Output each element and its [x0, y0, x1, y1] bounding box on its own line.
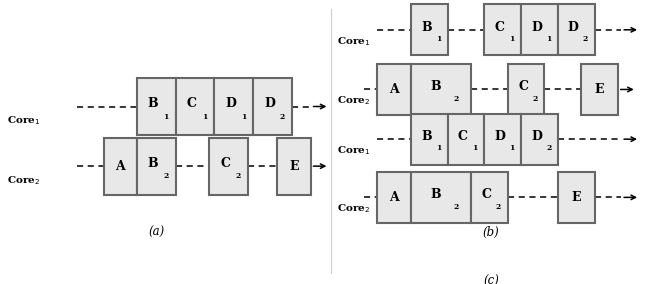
Bar — [558, 4, 595, 55]
Text: B: B — [421, 130, 432, 143]
Bar — [411, 172, 471, 223]
Text: 2: 2 — [496, 202, 501, 210]
Text: 2: 2 — [236, 172, 240, 180]
Bar — [104, 138, 137, 195]
Text: 1: 1 — [202, 113, 208, 121]
Text: 2: 2 — [280, 113, 285, 121]
Text: 2: 2 — [454, 95, 458, 103]
Text: D: D — [264, 97, 275, 110]
Bar — [411, 114, 448, 165]
Text: 1: 1 — [163, 113, 169, 121]
Text: (c): (c) — [483, 275, 499, 284]
Text: E: E — [289, 160, 299, 173]
Bar — [521, 114, 558, 165]
Text: 1: 1 — [509, 144, 514, 152]
Bar — [484, 4, 521, 55]
Text: E: E — [595, 83, 605, 96]
Text: 2: 2 — [164, 172, 168, 180]
Bar — [581, 64, 618, 115]
Text: Core$_1$: Core$_1$ — [337, 35, 371, 48]
Bar — [377, 172, 411, 223]
Text: A: A — [116, 160, 125, 173]
Text: 1: 1 — [509, 35, 514, 43]
Text: Core$_2$: Core$_2$ — [337, 94, 371, 107]
Bar — [253, 78, 292, 135]
Text: E: E — [571, 191, 581, 204]
Text: 2: 2 — [532, 95, 538, 103]
Bar — [277, 138, 311, 195]
Text: (a): (a) — [149, 226, 165, 239]
Text: 2: 2 — [582, 35, 588, 43]
Text: Core$_2$: Core$_2$ — [337, 202, 371, 215]
Bar — [558, 172, 595, 223]
Text: C: C — [220, 157, 230, 170]
Bar — [411, 64, 471, 115]
Text: (b): (b) — [482, 226, 500, 239]
Text: D: D — [531, 21, 542, 34]
Text: 2: 2 — [454, 202, 458, 210]
Text: Core$_1$: Core$_1$ — [7, 114, 40, 127]
Text: C: C — [518, 80, 528, 93]
Bar — [508, 64, 544, 115]
Bar — [214, 78, 253, 135]
Text: B: B — [421, 21, 432, 34]
Text: B: B — [431, 80, 442, 93]
Text: 1: 1 — [240, 113, 246, 121]
Text: 2: 2 — [546, 144, 551, 152]
Bar — [209, 138, 248, 195]
Text: 1: 1 — [546, 35, 551, 43]
Text: B: B — [148, 157, 158, 170]
Bar — [377, 64, 411, 115]
Text: Core$_2$: Core$_2$ — [7, 174, 40, 187]
Text: B: B — [431, 188, 442, 201]
Text: C: C — [458, 130, 468, 143]
Text: C: C — [495, 21, 505, 34]
Bar — [176, 78, 214, 135]
Text: 1: 1 — [472, 144, 478, 152]
Text: 1: 1 — [436, 35, 441, 43]
Bar — [484, 114, 521, 165]
Text: A: A — [389, 83, 399, 96]
Text: Core$_1$: Core$_1$ — [337, 144, 371, 157]
Text: D: D — [494, 130, 505, 143]
Bar — [137, 138, 176, 195]
Text: A: A — [389, 191, 399, 204]
Text: D: D — [568, 21, 578, 34]
Bar — [448, 114, 484, 165]
Bar — [137, 78, 176, 135]
Text: C: C — [482, 188, 492, 201]
Bar — [521, 4, 558, 55]
Text: D: D — [225, 97, 236, 110]
Text: C: C — [187, 97, 197, 110]
Text: D: D — [531, 130, 542, 143]
Bar — [471, 172, 508, 223]
Text: B: B — [148, 97, 158, 110]
Text: 1: 1 — [436, 144, 441, 152]
Bar — [411, 4, 448, 55]
